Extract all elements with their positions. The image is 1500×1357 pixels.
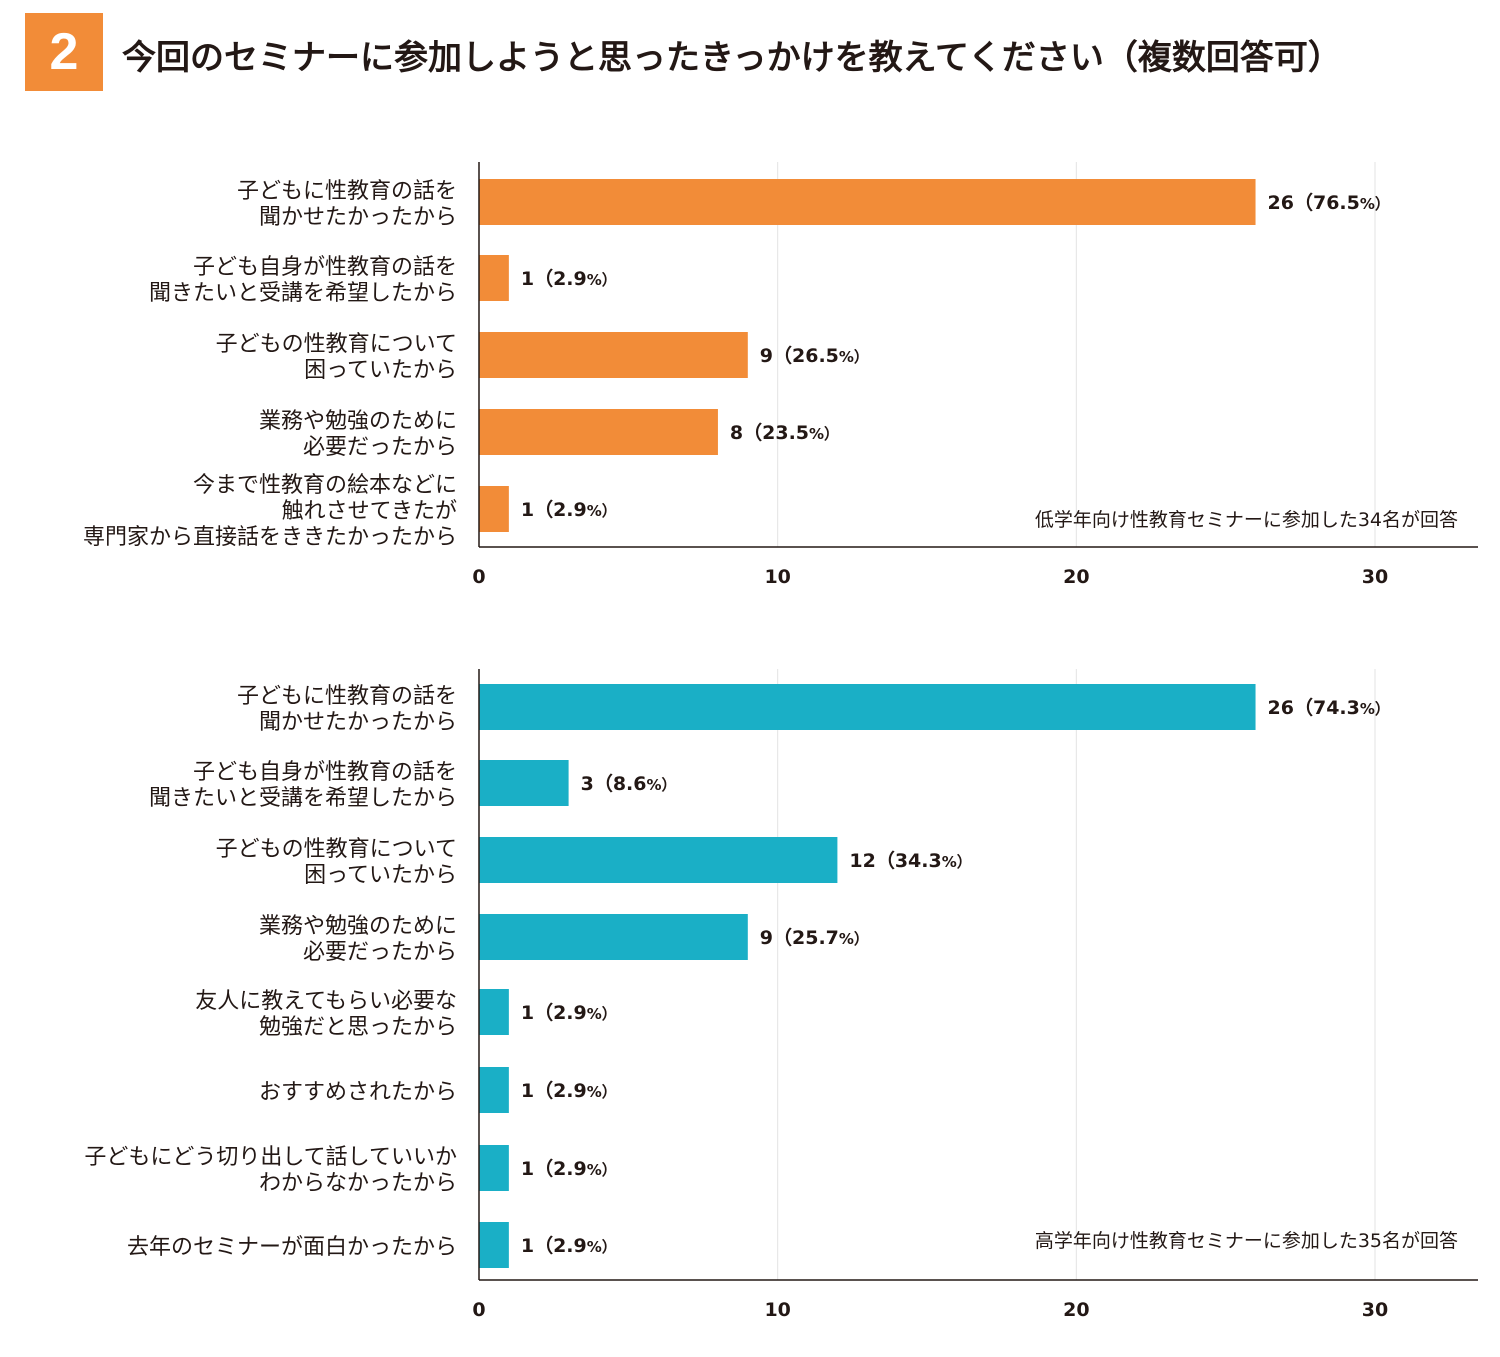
category-label: 聞きたいと受講を希望したから	[149, 281, 457, 306]
data-label-suffix: %）	[587, 1161, 617, 1179]
chart-upper-grades: 26（74.3%）子どもに性教育の話を聞かせたかったから3（8.6%）子ども自身…	[84, 669, 1478, 1321]
data-label-suffix: %）	[587, 271, 617, 289]
data-label: 1（2.9%）	[521, 267, 617, 290]
x-tick-label: 30	[1362, 1299, 1388, 1321]
data-label-value: 1（2.9	[521, 267, 587, 290]
category-label: 業務や勉強のために	[259, 914, 457, 939]
category-label: 困っていたから	[304, 863, 457, 888]
data-label-suffix: %）	[1360, 700, 1390, 718]
category-label: 子どもに性教育の話を	[237, 179, 457, 204]
data-label: 26（74.3%）	[1268, 696, 1390, 719]
respondent-note: 低学年向け性教育セミナーに参加した34名が回答	[1035, 509, 1458, 531]
chart-lower-grades: 26（76.5%）子どもに性教育の話を聞かせたかったから1（2.9%）子ども自身…	[83, 162, 1478, 588]
bar	[479, 179, 1256, 225]
data-label-suffix: %）	[1360, 195, 1390, 213]
data-label-suffix: %）	[839, 930, 869, 948]
category-label: 困っていたから	[304, 358, 457, 383]
category-label: わからなかったから	[259, 1171, 457, 1196]
x-tick-label: 0	[472, 566, 485, 588]
data-label: 12（34.3%）	[849, 849, 971, 872]
x-tick-label: 20	[1063, 566, 1089, 588]
respondent-note: 高学年向け性教育セミナーに参加した35名が回答	[1035, 1230, 1458, 1252]
bar	[479, 684, 1256, 730]
category-label: 友人に教えてもらい必要な	[195, 989, 457, 1014]
bar	[479, 1145, 509, 1191]
data-label: 8（23.5%）	[730, 421, 839, 444]
category-label: 子どもの性教育について	[216, 332, 457, 357]
data-label-suffix: %）	[587, 1005, 617, 1023]
data-label-value: 8（23.5	[730, 421, 809, 444]
category-label: 子ども自身が性教育の話を	[193, 760, 457, 785]
data-label: 9（25.7%）	[760, 926, 869, 949]
data-label-suffix: %）	[587, 502, 617, 520]
data-label-value: 1（2.9	[521, 1157, 587, 1180]
bar	[479, 989, 509, 1035]
data-label: 3（8.6%）	[581, 772, 677, 795]
data-label-value: 1（2.9	[521, 1079, 587, 1102]
x-tick-label: 20	[1063, 1299, 1089, 1321]
category-label: 子どもに性教育の話を	[237, 684, 457, 709]
category-label: 専門家から直接話をききたかったから	[83, 525, 457, 550]
bar	[479, 255, 509, 301]
category-label: 必要だったから	[303, 940, 457, 965]
bar	[479, 914, 748, 960]
data-label-suffix: %）	[809, 425, 839, 443]
x-tick-label: 10	[764, 566, 790, 588]
data-label-value: 26（74.3	[1268, 696, 1360, 719]
data-label-value: 26（76.5	[1268, 191, 1360, 214]
category-label: 子どもにどう切り出して話していいか	[84, 1145, 457, 1170]
data-label: 9（26.5%）	[760, 344, 869, 367]
category-label: 業務や勉強のために	[259, 409, 457, 434]
data-label: 1（2.9%）	[521, 498, 617, 521]
bar	[479, 486, 509, 532]
question-number-badge: 2	[25, 13, 103, 91]
data-label-suffix: %）	[646, 776, 676, 794]
data-label-suffix: %）	[839, 348, 869, 366]
data-label-suffix: %）	[942, 853, 972, 871]
data-label: 1（2.9%）	[521, 1079, 617, 1102]
data-label-suffix: %）	[587, 1238, 617, 1256]
category-label: 子どもの性教育について	[216, 837, 457, 862]
category-label: 去年のセミナーが面白かったから	[127, 1235, 457, 1260]
bar	[479, 1222, 509, 1268]
data-label-suffix: %）	[587, 1083, 617, 1101]
category-label: 勉強だと思ったから	[259, 1015, 457, 1040]
category-label: おすすめされたから	[259, 1080, 457, 1105]
data-label-value: 1（2.9	[521, 1001, 587, 1024]
data-label-value: 1（2.9	[521, 1234, 587, 1257]
bar	[479, 1067, 509, 1113]
category-label: 聞きたいと受講を希望したから	[149, 786, 457, 811]
data-label-value: 1（2.9	[521, 498, 587, 521]
x-tick-label: 10	[764, 1299, 790, 1321]
data-label: 1（2.9%）	[521, 1001, 617, 1024]
bar	[479, 409, 718, 455]
data-label-value: 12（34.3	[849, 849, 941, 872]
category-label: 聞かせたかったから	[259, 710, 457, 735]
data-label: 1（2.9%）	[521, 1157, 617, 1180]
bar	[479, 760, 569, 806]
category-label: 必要だったから	[303, 435, 457, 460]
page-title: 今回のセミナーに参加しようと思ったきっかけを教えてください（複数回答可）	[122, 38, 1342, 78]
bar	[479, 837, 838, 883]
x-tick-label: 30	[1362, 566, 1388, 588]
category-label: 子ども自身が性教育の話を	[193, 255, 457, 280]
category-label: 今まで性教育の絵本などに	[193, 473, 457, 498]
data-label-value: 3（8.6	[581, 772, 647, 795]
data-label-value: 9（25.7	[760, 926, 839, 949]
data-label: 26（76.5%）	[1268, 191, 1390, 214]
x-tick-label: 0	[472, 1299, 485, 1321]
category-label: 聞かせたかったから	[259, 205, 457, 230]
data-label: 1（2.9%）	[521, 1234, 617, 1257]
bar	[479, 332, 748, 378]
category-label: 触れさせてきたが	[282, 499, 457, 524]
data-label-value: 9（26.5	[760, 344, 839, 367]
